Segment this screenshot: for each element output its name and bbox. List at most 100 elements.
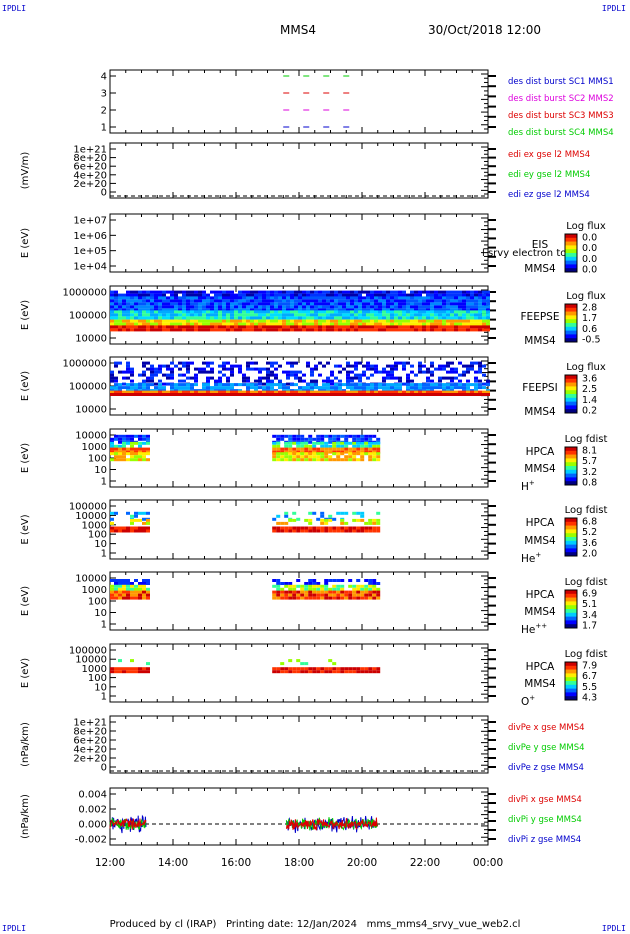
spectrogram-cell <box>296 579 301 582</box>
spectrogram-cell <box>186 305 190 309</box>
spectrogram-cell <box>466 364 470 368</box>
spectrogram-cell <box>326 390 330 394</box>
spectrogram-cell <box>230 364 234 368</box>
spectrogram-cell <box>218 383 222 387</box>
spectrogram-cell <box>342 313 346 317</box>
spectrogram-cell <box>110 305 114 309</box>
spectrogram-cell <box>230 308 234 312</box>
spectrogram-cell <box>348 441 353 445</box>
spectrogram-cell <box>350 379 354 383</box>
spectrogram-cell <box>352 596 357 600</box>
spectrogram-cell <box>438 393 442 396</box>
spectrogram-cell <box>422 305 426 309</box>
spectrogram-cell <box>430 310 434 314</box>
spectrogram-cell <box>290 293 294 297</box>
spectrogram-cell <box>366 302 370 306</box>
spectrogram-cell <box>402 290 406 294</box>
spectrogram-cell <box>138 455 142 459</box>
spectrogram-cell <box>138 450 142 454</box>
spectrogram-cell <box>306 310 310 314</box>
spectrogram-cell <box>270 361 274 365</box>
spectrogram-cell <box>198 370 202 374</box>
spectrogram-cell <box>130 667 134 671</box>
spectrogram-cell <box>346 361 350 365</box>
spectrogram-cell <box>318 390 322 394</box>
spectrogram-cell <box>218 390 222 394</box>
spectrogram-cell <box>218 379 222 383</box>
spectrogram-cell <box>154 390 158 394</box>
spectrogram-cell <box>150 316 154 320</box>
spectrogram-cell <box>294 383 298 387</box>
spectrogram-cell <box>346 364 350 368</box>
colorbar-tick-label: 2.0 <box>582 549 597 560</box>
spectrogram-cell <box>378 313 382 317</box>
spectrogram-cell <box>242 316 246 320</box>
spectrogram-cell <box>266 370 270 374</box>
spectrogram-cell <box>304 662 309 666</box>
spectrogram-cell <box>478 313 482 317</box>
spectrogram-cell <box>126 322 130 326</box>
spectrogram-cell <box>478 293 482 297</box>
spectrogram-cell <box>110 667 114 671</box>
spectrogram-cell <box>336 526 341 530</box>
spectrogram-cell <box>308 526 313 530</box>
spectrogram-cell <box>364 452 369 456</box>
spectrogram-cell <box>114 587 118 591</box>
spectrogram-cell <box>296 450 301 454</box>
spectrogram-cell <box>230 299 234 303</box>
spectrogram-cell <box>398 325 402 329</box>
spectrogram-cell <box>376 526 381 530</box>
spectrogram-cell <box>126 296 130 300</box>
spectrogram-cell <box>382 390 386 394</box>
spectrogram-cell <box>330 316 334 320</box>
spectrogram-cell <box>186 364 190 368</box>
colorbar-tick-label: 5.7 <box>582 456 597 467</box>
spectrogram-cell <box>382 313 386 317</box>
spectrogram-cell <box>122 310 126 314</box>
spectrogram-cell <box>206 293 210 297</box>
spectrogram-cell <box>386 296 390 300</box>
colorbar-step <box>565 620 577 625</box>
spectrogram-cell <box>290 299 294 303</box>
spectrogram-cell <box>146 328 150 332</box>
spectrogram-cell <box>352 452 357 456</box>
spectrogram-cell <box>198 293 202 297</box>
spectrogram-cell <box>286 322 290 326</box>
spectrogram-cell <box>302 302 306 306</box>
spectrogram-cell <box>328 437 333 441</box>
spectrogram-cell <box>298 390 302 394</box>
spectrogram-cell <box>142 361 146 365</box>
spectrogram-cell <box>458 322 462 326</box>
spectrogram-cell <box>430 319 434 323</box>
spectrogram-cell <box>466 383 470 387</box>
spectrogram-cell <box>150 296 154 300</box>
spectrogram-cell <box>314 386 318 390</box>
spectrogram-cell <box>320 590 325 594</box>
spectrogram-cell <box>418 299 422 303</box>
spectrogram-cell <box>368 584 373 588</box>
spectrogram-cell <box>110 299 114 303</box>
colorbar-frame <box>564 303 578 343</box>
spectrogram-cell <box>302 308 306 312</box>
spectrogram-cell <box>174 386 178 390</box>
spectrogram-cell <box>340 529 345 533</box>
spectrogram-cell <box>478 386 482 390</box>
spectrogram-cell <box>406 319 410 323</box>
spectrogram-cell <box>478 308 482 312</box>
spectrogram-cell <box>138 587 142 591</box>
spectrogram-cell <box>114 593 118 597</box>
spectrogram-cell <box>294 393 298 396</box>
spectrogram-cell <box>286 316 290 320</box>
colorbar-tick-label: 0.8 <box>582 478 597 489</box>
spectrogram-cell <box>482 364 486 368</box>
spectrogram-cell <box>214 296 218 300</box>
spectrogram-cell <box>352 450 357 454</box>
spectrogram-cell <box>130 293 134 297</box>
spectrogram-cell <box>138 308 142 312</box>
y-axis-label: E (eV) <box>20 228 31 258</box>
spectrogram-cell <box>304 518 309 522</box>
spectrogram-cell <box>358 299 362 303</box>
spectrogram-cell <box>130 308 134 312</box>
spectrogram-cell <box>374 293 378 297</box>
spectrogram-cell <box>302 325 306 329</box>
